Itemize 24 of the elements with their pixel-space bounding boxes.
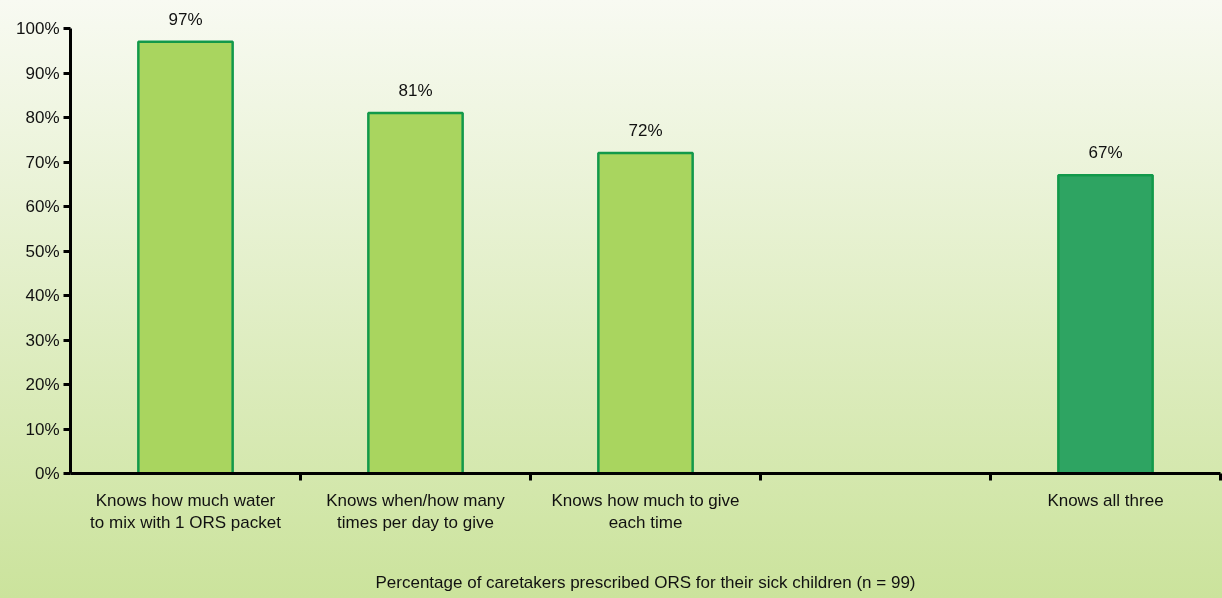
y-tick-label: 100% [16, 19, 60, 38]
bar [137, 40, 234, 474]
data-label: 81% [398, 81, 433, 101]
y-tick-label: 50% [25, 241, 60, 261]
x-tick-label: Knows how much to give each time [551, 490, 740, 533]
y-tick-label: 20% [25, 375, 60, 394]
y-tick-label: 30% [25, 330, 60, 350]
x-tick-label: Knows how much water to mix with 1 ORS packet [90, 490, 282, 533]
data-label: 97% [168, 9, 203, 29]
data-label: 67% [1088, 143, 1123, 163]
y-tick-label: 60% [25, 197, 60, 216]
y-tick-label: 70% [25, 152, 60, 172]
data-label: 72% [628, 121, 663, 141]
bar [367, 111, 464, 474]
y-tick-label: 10% [25, 419, 60, 439]
y-tick-label: 80% [25, 108, 60, 127]
y-tick-label: 40% [25, 286, 60, 305]
bar [597, 151, 694, 474]
y-tick-label: 90% [25, 63, 60, 83]
bar [1057, 174, 1154, 474]
x-tick-label: Knows when/how many times per day to give [326, 490, 506, 533]
y-tick-label: 0% [34, 464, 60, 483]
x-axis-title: Percentage of caretakers prescribed ORS for their sick children (n = 99) [375, 573, 916, 593]
x-tick-label: Knows all three [1047, 490, 1164, 510]
